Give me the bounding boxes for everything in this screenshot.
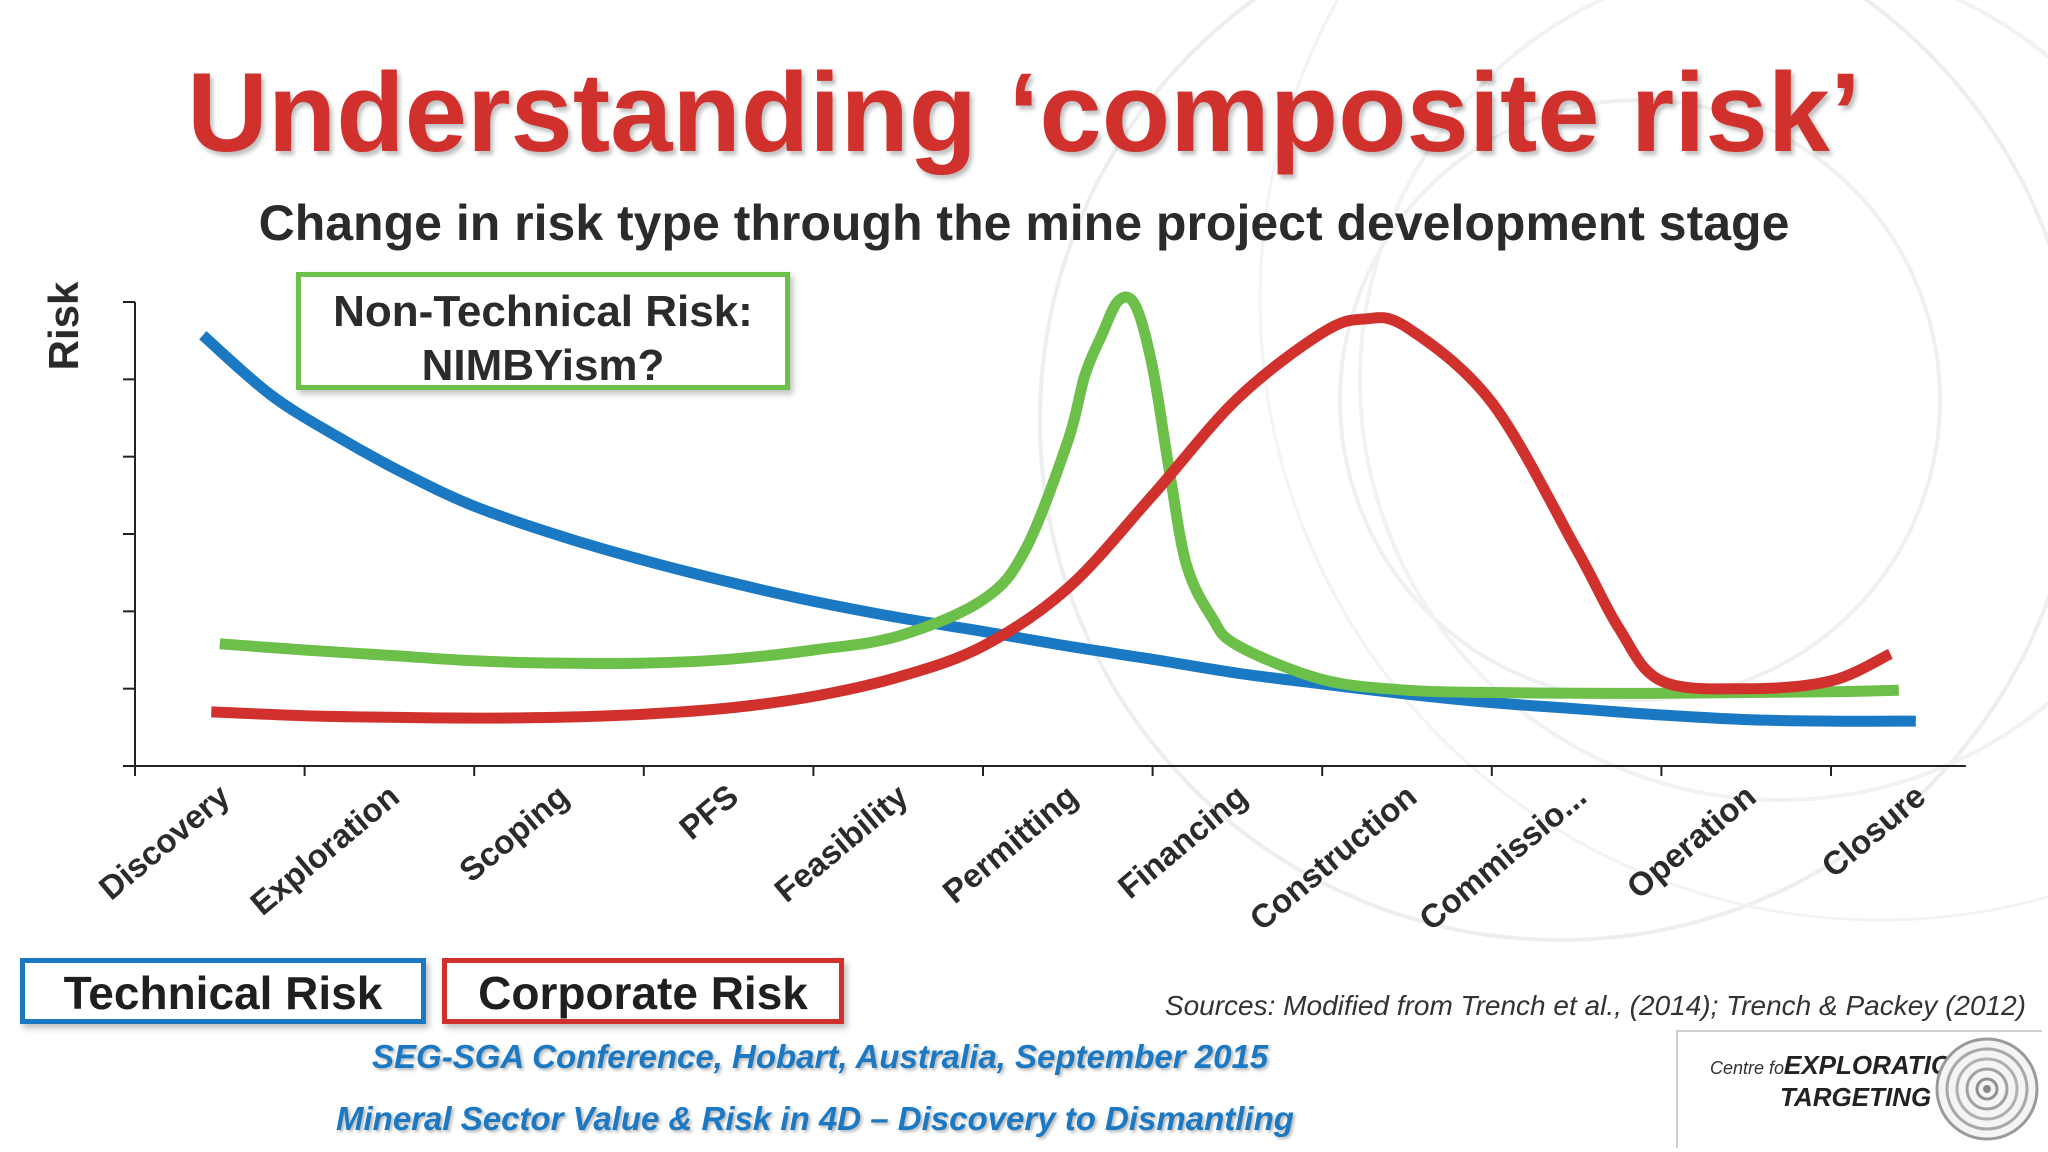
logo-target-icon [1935, 1037, 2039, 1141]
x-tick-label: PFS [672, 777, 745, 847]
slide-title: Understanding ‘composite risk’ [186, 50, 1862, 175]
x-tick-label: Exploration [243, 777, 406, 922]
annotation-line-2: NIMBYism? [421, 341, 665, 390]
x-tick-labels: Discovery Exploration Scoping PFS Feasibilit… [92, 777, 1933, 938]
centre-for-exploration-targeting-logo: Centre for EXPLORATION TARGETING [1676, 1030, 2042, 1148]
logo-text-line-2: TARGETING [1780, 1082, 1932, 1112]
x-tick-label: Scoping [452, 777, 576, 889]
x-tick-label: Feasibility [767, 777, 915, 909]
legend-technical-risk: Technical Risk [20, 958, 426, 1024]
chart-series [199, 291, 1916, 727]
chart-subtitle: Change in risk type through the mine pro… [258, 195, 1790, 251]
y-axis-label: Risk [40, 281, 87, 370]
logo-frame [1676, 1030, 2042, 1148]
x-tick-label: Operation [1620, 777, 1763, 906]
x-tick-label: Commissio... [1412, 777, 1593, 937]
sources-note: Sources: Modified from Trench et al., (2… [1164, 990, 2026, 1021]
chart-axes [123, 301, 1966, 776]
x-tick-label: Discovery [92, 777, 237, 907]
x-tick-label: Construction [1242, 777, 1423, 937]
logo-small-text: Centre for [1710, 1058, 1791, 1078]
x-tick-label: Permitting [936, 777, 1085, 910]
footer-conference: SEG-SGA Conference, Hobart, Australia, S… [372, 1038, 1269, 1075]
series-technical-risk [199, 331, 1916, 727]
x-tick-label: Financing [1111, 777, 1254, 906]
series-non-technical-risk [219, 291, 1899, 699]
legend-corporate-risk: Corporate Risk [442, 958, 844, 1024]
annotation-line-1: Non-Technical Risk: [333, 287, 753, 336]
non-technical-risk-annotation: Non-Technical Risk: NIMBYism? [296, 272, 790, 390]
footer-talk-title: Mineral Sector Value & Risk in 4D – Disc… [336, 1100, 1294, 1137]
x-tick-label: Closure [1814, 777, 1932, 884]
series-corporate-risk [211, 312, 1893, 724]
